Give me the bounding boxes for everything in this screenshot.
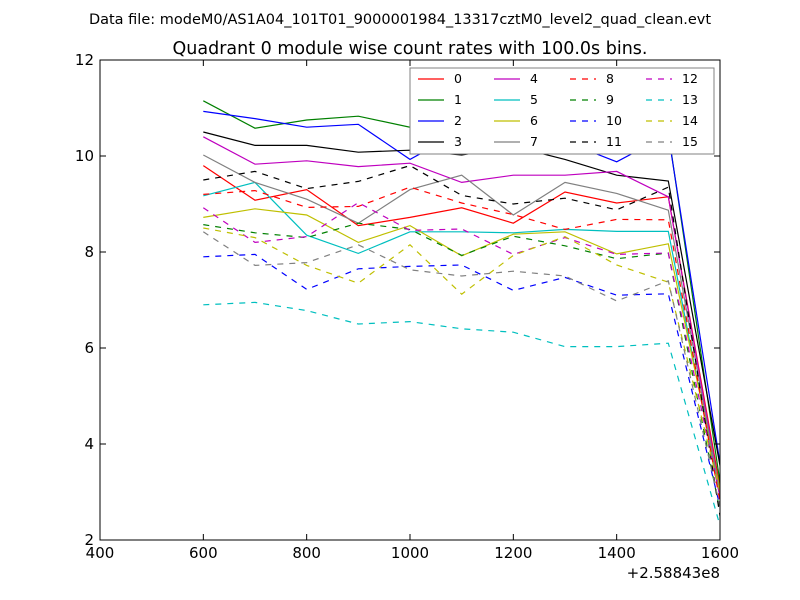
x-tick-label: 400 (86, 544, 115, 562)
series-line-1 (203, 100, 720, 483)
legend-label-9: 9 (606, 92, 614, 107)
series-line-15 (202, 231, 720, 507)
series-line-13 (203, 301, 720, 526)
series-line-5 (203, 181, 720, 497)
x-offset-label: +2.58843e8 (627, 564, 720, 582)
series-line-12 (202, 201, 720, 497)
x-tick-label: 1200 (494, 544, 532, 562)
legend-frame (409, 67, 715, 155)
y-tick-label: 8 (84, 243, 94, 261)
legend-label-10: 10 (606, 113, 622, 128)
x-tick-label: 1400 (598, 544, 636, 562)
chart-suptitle: Data file: modeM0/AS1A04_101T01_90000019… (89, 12, 711, 28)
x-tick-label: 1000 (391, 544, 429, 562)
y-tick-label: 12 (75, 51, 94, 69)
legend-label-14: 14 (682, 113, 698, 128)
y-tick-label: 2 (84, 531, 94, 549)
y-tick-label: 4 (84, 435, 94, 453)
legend-label-15: 15 (682, 134, 698, 149)
series-line-6 (203, 208, 720, 490)
series-line-14 (203, 227, 720, 493)
series-line-2 (203, 110, 720, 464)
legend-label-12: 12 (682, 71, 698, 86)
legend-label-4: 4 (530, 71, 538, 86)
series-line-7 (203, 154, 720, 495)
series-line-11 (203, 164, 720, 517)
series-line-8 (203, 186, 720, 502)
series-line-10 (203, 253, 720, 507)
series-line-0 (202, 165, 720, 488)
legend-label-0: 0 (454, 71, 462, 86)
series-line-9 (203, 222, 720, 512)
legend-label-5: 5 (530, 92, 538, 107)
legend-label-3: 3 (454, 134, 462, 149)
legend-label-1: 1 (454, 92, 462, 107)
x-tick-label: 800 (292, 544, 321, 562)
legend-label-7: 7 (530, 134, 538, 149)
series-line-4 (203, 136, 720, 493)
series-line-3 (203, 131, 720, 466)
x-tick-label: 1600 (701, 544, 739, 562)
y-tick-label: 6 (84, 339, 94, 357)
y-tick-label: 10 (75, 147, 94, 165)
x-tick-label: 600 (189, 544, 218, 562)
legend-label-2: 2 (454, 113, 462, 128)
chart-title: Quadrant 0 module wise count rates with … (173, 39, 648, 59)
legend-label-11: 11 (606, 134, 622, 149)
legend-label-6: 6 (530, 113, 538, 128)
legend-label-8: 8 (606, 71, 614, 86)
legend-label-13: 13 (682, 92, 698, 107)
